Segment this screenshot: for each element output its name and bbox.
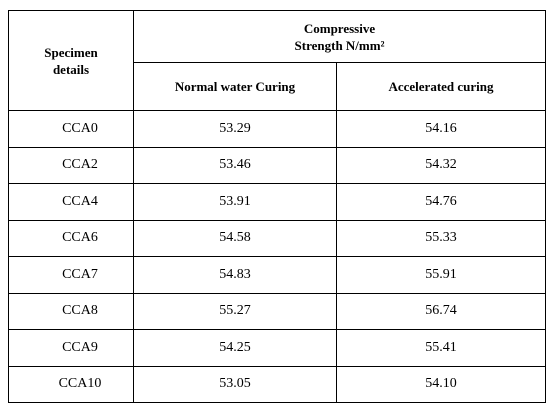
accelerated-cell: 54.76 bbox=[336, 183, 546, 221]
accelerated-cell: 54.10 bbox=[336, 365, 546, 403]
normal-cell: 54.58 bbox=[133, 219, 337, 257]
accelerated-cell: 54.32 bbox=[336, 146, 546, 184]
accelerated-cell: 55.41 bbox=[336, 329, 546, 367]
normal-cell: 53.91 bbox=[133, 183, 337, 221]
strength-table: Specimen details Compressive Strength N/… bbox=[8, 10, 546, 403]
table-body: CCA0 53.29 54.16 CCA2 53.46 54.32 CCA4 53.91 54.… bbox=[8, 110, 546, 403]
specimen-cell: CCA9 bbox=[8, 329, 134, 367]
specimen-cell: CCA10 bbox=[8, 365, 134, 403]
table-row: CCA6 54.58 55.33 bbox=[8, 219, 546, 257]
normal-cell: 55.27 bbox=[133, 292, 337, 330]
header-text: Strength N/mm² bbox=[294, 37, 385, 53]
header-normal: Normal water Curing bbox=[133, 62, 337, 111]
table-row: CCA4 53.91 54.76 bbox=[8, 183, 546, 221]
table-row: CCA7 54.83 55.91 bbox=[8, 256, 546, 294]
normal-cell: 53.29 bbox=[133, 110, 337, 148]
header-group: Compressive Strength N/mm² bbox=[133, 10, 546, 63]
accelerated-cell: 55.91 bbox=[336, 256, 546, 294]
table-row: CCA8 55.27 56.74 bbox=[8, 292, 546, 330]
normal-cell: 54.25 bbox=[133, 329, 337, 367]
specimen-cell: CCA4 bbox=[8, 183, 134, 221]
header-text: Compressive bbox=[303, 20, 376, 36]
normal-cell: 53.05 bbox=[133, 365, 337, 403]
specimen-cell: CCA7 bbox=[8, 256, 134, 294]
table-row: CCA2 53.46 54.32 bbox=[8, 146, 546, 184]
table-row: CCA10 53.05 54.10 bbox=[8, 365, 546, 403]
specimen-cell: CCA0 bbox=[8, 110, 134, 148]
specimen-cell: CCA2 bbox=[8, 146, 134, 184]
header-text: Specimen bbox=[44, 44, 98, 60]
header-accelerated: Accelerated curing bbox=[336, 62, 546, 111]
specimen-cell: CCA8 bbox=[8, 292, 134, 330]
accelerated-cell: 56.74 bbox=[336, 292, 546, 330]
accelerated-cell: 54.16 bbox=[336, 110, 546, 148]
table-row: CCA9 54.25 55.41 bbox=[8, 329, 546, 367]
table-row: CCA0 53.29 54.16 bbox=[8, 110, 546, 148]
accelerated-cell: 55.33 bbox=[336, 219, 546, 257]
normal-cell: 54.83 bbox=[133, 256, 337, 294]
specimen-cell: CCA6 bbox=[8, 219, 134, 257]
header-text: details bbox=[52, 61, 90, 77]
header-specimen: Specimen details bbox=[8, 10, 134, 111]
normal-cell: 53.46 bbox=[133, 146, 337, 184]
